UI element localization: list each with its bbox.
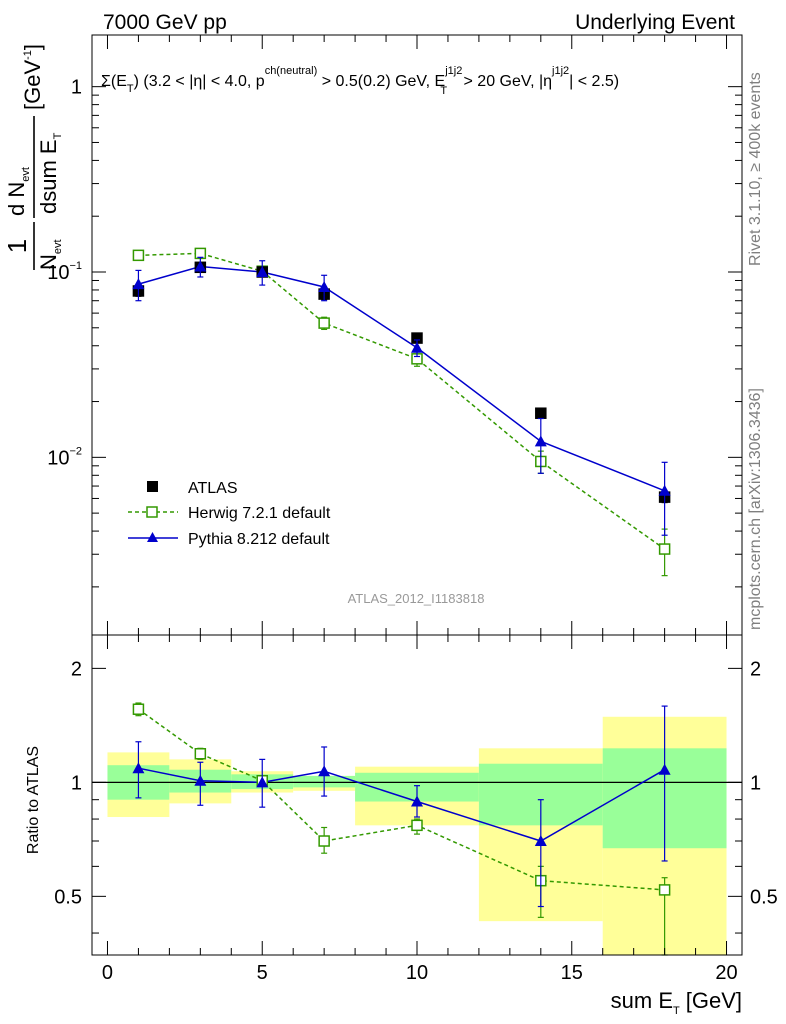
ylabel-dn-sub: evt bbox=[20, 167, 32, 182]
ratio-pythia-point bbox=[132, 762, 145, 774]
main-ytick-base: 1 bbox=[71, 77, 82, 99]
main-ytick-base: 10 bbox=[47, 447, 69, 469]
ratio-pythia-point bbox=[194, 774, 207, 786]
pythia-line bbox=[138, 265, 665, 492]
title-part4: | < 2.5) bbox=[569, 73, 619, 90]
main-panel: 110−110−2 ATLAS_2012_I1183818 Σ(ET) (3.2… bbox=[2, 34, 743, 636]
legend-item-pythia: Pythia 8.212 default bbox=[128, 531, 330, 548]
legend-label-atlas: ATLAS bbox=[188, 480, 238, 497]
main-series-layer bbox=[132, 247, 671, 577]
legend-marker-pythia bbox=[147, 532, 158, 542]
side-text-bottom: mcplots.cern.ch [arXiv:1306.3436] bbox=[747, 388, 764, 630]
title-sup-j2: j1j2 bbox=[551, 65, 569, 77]
herwig-point bbox=[318, 317, 330, 329]
pythia-point bbox=[658, 484, 671, 496]
ratio-herwig-point bbox=[658, 884, 671, 896]
legend-marker-herwig bbox=[146, 506, 158, 518]
title-sigma: Σ(E bbox=[101, 73, 127, 90]
main-ytick-base: 10 bbox=[47, 262, 69, 284]
legend-label-herwig: Herwig 7.2.1 default bbox=[188, 505, 331, 522]
ylabel-dsum: dsum ET bbox=[36, 132, 64, 214]
pythia-point bbox=[411, 341, 423, 353]
ylabel-frac-den: Nevt bbox=[36, 239, 64, 270]
xlabel-sub: T bbox=[673, 1005, 680, 1017]
herwig-point bbox=[132, 249, 145, 262]
ratio-xtick-label: 20 bbox=[715, 962, 737, 984]
title-part2: > 0.5(0.2) GeV, E bbox=[317, 73, 445, 90]
ratio-ytick-label-right: 2 bbox=[750, 658, 761, 680]
ratio-pythia-point bbox=[318, 765, 331, 777]
ratio-xtick-label: 5 bbox=[257, 962, 268, 984]
ratio-xtick-label: 10 bbox=[406, 962, 428, 984]
legend: ATLAS Herwig 7.2.1 default Pythia 8.212 … bbox=[128, 480, 331, 548]
ratio-pythia-point bbox=[534, 835, 547, 847]
header-left: 7000 GeV pp bbox=[103, 11, 227, 34]
ylabel-unit-close: ] bbox=[20, 44, 45, 50]
pythia-point bbox=[256, 265, 269, 277]
ratio-xlabel: sum ET [GeV] bbox=[611, 988, 742, 1017]
main-axis-ticks: 110−110−2 bbox=[47, 35, 742, 635]
pythia-point bbox=[132, 278, 145, 290]
title-sup-ch: ch(neutral) bbox=[265, 65, 318, 77]
ylabel-dsum-sub: T bbox=[52, 132, 64, 139]
legend-marker-atlas bbox=[147, 481, 158, 492]
ratio-herwig-point bbox=[411, 819, 423, 832]
ylabel-dn: d Nevt bbox=[4, 167, 32, 216]
ratio-ytick-label-right: 1 bbox=[750, 772, 761, 794]
ratio-herwig-point bbox=[132, 703, 145, 715]
ylabel-dsum-main: dsum E bbox=[36, 139, 61, 214]
ratio-frame bbox=[91, 634, 743, 956]
ratio-herwig-point bbox=[194, 748, 207, 760]
legend-label-pythia: Pythia 8.212 default bbox=[188, 531, 330, 548]
ylabel-unit-main: [GeV bbox=[20, 60, 45, 110]
ratio-pythia-point bbox=[256, 776, 269, 788]
side-text-top: Rivet 3.1.10, ≥ 400k events bbox=[747, 72, 764, 266]
main-ytick-label: 1 bbox=[71, 77, 82, 99]
main-ytick-exp: −2 bbox=[69, 445, 82, 457]
title-part1: ) (3.2 < |η| < 4.0, p bbox=[134, 73, 265, 90]
title-part3: > 20 GeV, |η bbox=[459, 73, 552, 90]
main-title: Σ(ET) (3.2 < |η| < 4.0, pch(neutral) > 0… bbox=[101, 65, 619, 97]
ylabel-n-sub: evt bbox=[52, 239, 64, 254]
ratio-axis-ticks: 2 2 1 1 0.5 0.5 0 5 10 15 20 bbox=[54, 635, 778, 984]
title-sub-t2: T bbox=[440, 85, 447, 97]
ratio-ytick-label-left: 0.5 bbox=[54, 886, 82, 908]
xlabel-unit: [GeV] bbox=[686, 988, 742, 1013]
ratio-ylabel: Ratio to ATLAS bbox=[25, 746, 42, 854]
main-ytick-label: 10−1 bbox=[47, 260, 82, 284]
ylabel-frac-num: 1 bbox=[2, 239, 32, 253]
legend-item-atlas: ATLAS bbox=[147, 480, 238, 497]
atlas-point bbox=[535, 407, 547, 419]
main-ytick-exp: −1 bbox=[69, 260, 82, 272]
ylabel-unit-sup: -1 bbox=[22, 50, 34, 60]
ratio-xtick-label: 15 bbox=[561, 962, 583, 984]
ratio-panel: 2 2 1 1 0.5 0.5 0 5 10 15 20 Ratio to ATLAS sum ET… bbox=[25, 634, 778, 1017]
pythia-point bbox=[318, 280, 331, 292]
main-ytick-label: 10−2 bbox=[47, 445, 82, 469]
pythia-point bbox=[534, 435, 547, 447]
ratio-herwig-point bbox=[318, 835, 330, 847]
watermark: ATLAS_2012_I1183818 bbox=[348, 591, 485, 606]
header-right: Underlying Event bbox=[575, 11, 735, 34]
ylabel-unit: [GeV-1] bbox=[20, 44, 45, 110]
pythia-point bbox=[194, 260, 207, 272]
ratio-pythia-point bbox=[658, 763, 671, 775]
ratio-pythia-point bbox=[411, 795, 423, 807]
ratio-ytick-label-left: 2 bbox=[71, 658, 82, 680]
herwig-point bbox=[658, 543, 671, 555]
xlabel-main: sum E bbox=[611, 988, 673, 1013]
ratio-ytick-label-right: 0.5 bbox=[750, 886, 778, 908]
title-sub-t: T bbox=[127, 83, 134, 95]
ylabel-n: N bbox=[36, 254, 61, 270]
ratio-xtick-label: 0 bbox=[102, 962, 113, 984]
main-ylabel: 1 Nevt d Nevt dsum ET [GeV-1] bbox=[2, 44, 64, 270]
ratio-series-layer bbox=[132, 702, 671, 956]
legend-item-herwig: Herwig 7.2.1 default bbox=[128, 505, 331, 522]
title-sup-j: j1j2 bbox=[444, 65, 462, 77]
ylabel-dn-main: d N bbox=[4, 182, 29, 216]
ratio-ytick-label-left: 1 bbox=[71, 772, 82, 794]
